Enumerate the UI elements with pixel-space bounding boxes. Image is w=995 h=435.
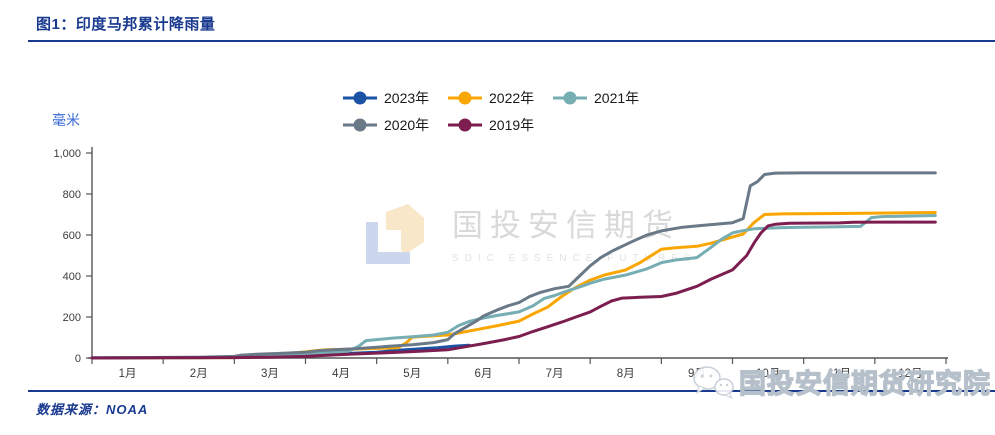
legend-item-2023年: 2023年	[343, 88, 448, 108]
legend-marker-icon	[448, 91, 482, 105]
y-tick-label: 800	[63, 189, 81, 201]
legend-label: 2020年	[384, 117, 430, 133]
legend-item-2019年: 2019年	[448, 115, 553, 135]
y-tick-label: 1,000	[53, 148, 81, 160]
x-tick-label: 5月	[403, 368, 421, 380]
y-tick-label: 0	[75, 353, 81, 365]
legend-label: 2019年	[489, 117, 535, 133]
series-line-2020年	[90, 171, 937, 360]
x-tick-label: 7月	[546, 368, 564, 380]
y-tick-label: 600	[63, 230, 81, 242]
x-tick-label: 1月	[119, 368, 137, 380]
title-divider	[28, 40, 995, 42]
x-tick-label: 4月	[332, 368, 350, 380]
x-tick-label: 3月	[261, 368, 279, 380]
legend-label: 2021年	[594, 90, 640, 106]
x-tick-label: 2月	[190, 368, 208, 380]
legend-marker-icon	[343, 91, 377, 105]
legend-marker-icon	[448, 118, 482, 132]
figure-title: 图1：印度马邦累计降雨量	[36, 16, 216, 33]
x-tick-label: 11月	[828, 368, 851, 380]
legend-label: 2023年	[384, 90, 430, 106]
legend-item-2021年: 2021年	[553, 88, 658, 108]
x-tick-label: 10月	[756, 368, 780, 380]
x-tick-label: 12月	[898, 368, 922, 380]
x-tick-label: 6月	[474, 368, 492, 380]
x-tick-label: 8月	[617, 368, 635, 380]
series-line-2019年	[90, 220, 937, 360]
x-tick-label: 9月	[688, 368, 706, 380]
footer-divider	[28, 390, 995, 392]
chart-legend: 2023年 2022年 2021年 2020年 2019年	[343, 88, 679, 135]
legend-label: 2022年	[489, 90, 535, 106]
rainfall-line-chart: 0 200 400 600 800 1,000 1月 2月 3月 4月 5月 6月 7月 8月 9月 10月 1…	[53, 147, 948, 380]
y-axis-unit-label: 毫米	[52, 112, 80, 128]
legend-marker-icon	[553, 91, 587, 105]
y-tick-label: 200	[63, 312, 81, 324]
y-tick-label: 400	[63, 271, 81, 283]
legend-item-2022年: 2022年	[448, 88, 553, 108]
data-source: 数据来源：NOAA	[36, 402, 149, 417]
legend-item-2020年: 2020年	[343, 115, 448, 135]
legend-marker-icon	[343, 118, 377, 132]
